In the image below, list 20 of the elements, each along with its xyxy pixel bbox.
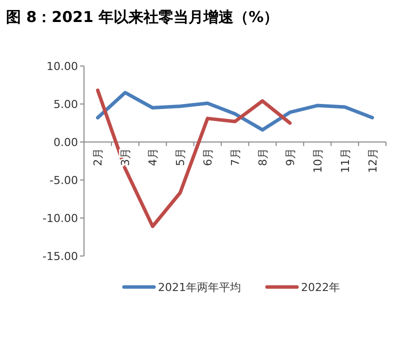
y-tick-label: -10.00: [42, 212, 78, 225]
x-tick-label: 3月: [119, 148, 132, 166]
y-tick-label: -15.00: [42, 250, 78, 263]
x-tick-label: 5月: [174, 148, 188, 166]
y-tick-label: 5.00: [54, 98, 78, 111]
y-tick-label: 0.00: [54, 136, 78, 149]
title: 图 8：2021 年以来社零当月增速（%）: [6, 8, 279, 26]
x-tick-label: 4月: [146, 148, 160, 166]
x-tick-label: 2月: [92, 148, 105, 166]
x-tick-label: 6月: [202, 148, 215, 166]
legend-label: 2022年: [301, 281, 340, 294]
x-tick-label: 12月: [366, 148, 380, 173]
y-tick-label: -5.00: [50, 174, 78, 187]
x-tick-label: 11月: [338, 148, 352, 173]
x-tick-label: 9月: [284, 148, 297, 166]
x-tick-label: 8月: [256, 148, 270, 166]
y-tick-label: 10.00: [46, 60, 78, 73]
x-tick-label: 7月: [229, 148, 242, 166]
legend-label: 2021年两年平均: [158, 281, 241, 294]
x-tick-label: 10月: [311, 148, 324, 173]
